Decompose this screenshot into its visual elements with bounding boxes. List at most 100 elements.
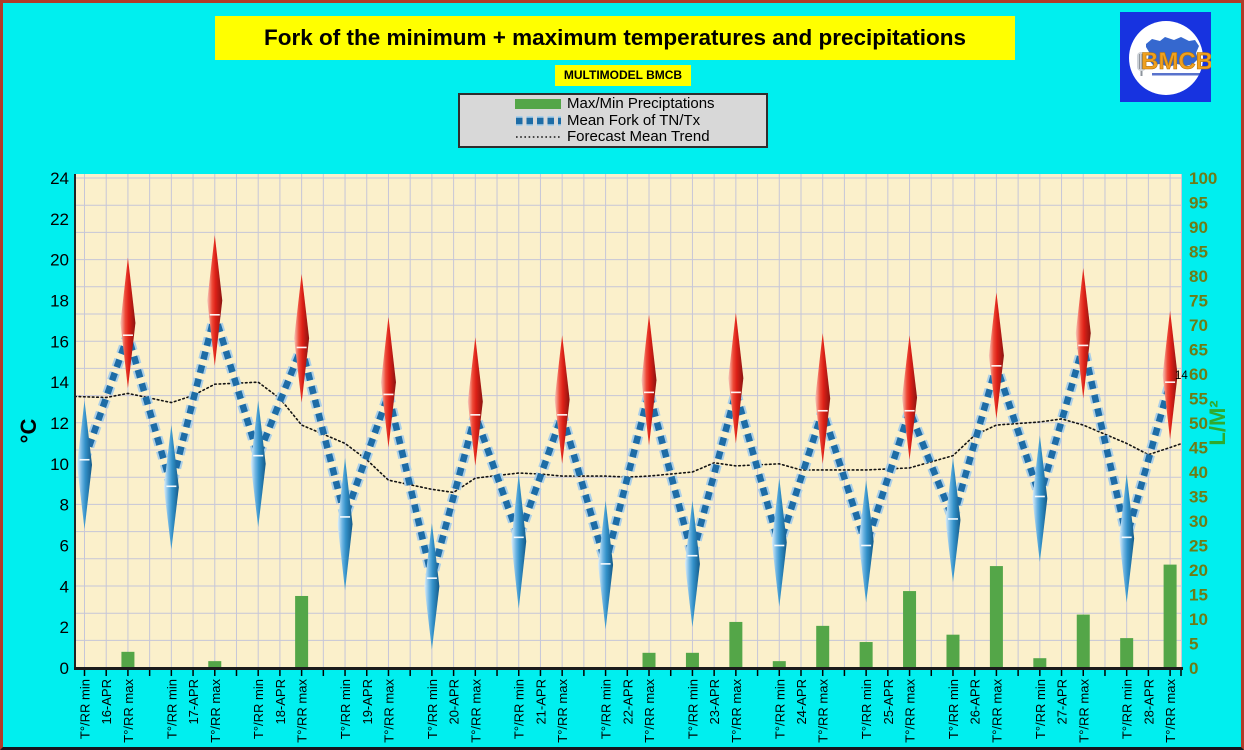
x-label-slot: T°/RR min [338, 679, 353, 739]
mean-fork-line [79, 309, 1176, 584]
x-label-slot: T°/RR max [295, 679, 310, 743]
right-axis-labels: 0 5 10 15 20 25 30 35 40 45 50 55 60 65 70 75 80 85 90 95 10… [1189, 169, 1217, 678]
x-label-slot: T°/RR max [1076, 679, 1091, 743]
max-fork-spike [554, 335, 570, 464]
temperature-spikes [77, 235, 1178, 650]
legend-item-trend: Forecast Mean Trend [460, 129, 766, 145]
legend-item-precipitations: Max/Min Preciptations [460, 95, 766, 112]
min-fork-spike [1119, 474, 1135, 603]
svg-text:15: 15 [1189, 586, 1208, 605]
svg-text:25: 25 [1189, 537, 1208, 556]
svg-text:85: 85 [1189, 243, 1208, 262]
max-fork-spike [1075, 267, 1091, 399]
x-label-slot: T°/RR max [989, 679, 1004, 743]
x-label-slot: T°/RR min [164, 679, 179, 739]
svg-text:40: 40 [1189, 463, 1208, 482]
logo-map-icon [1146, 37, 1199, 67]
svg-text:100: 100 [1189, 169, 1217, 188]
svg-text:4: 4 [60, 577, 69, 596]
x-label-date: 18-APR [273, 679, 288, 725]
svg-text:35: 35 [1189, 488, 1208, 507]
min-fork-spike [598, 500, 614, 630]
svg-text:22: 22 [50, 210, 69, 229]
svg-text:12: 12 [50, 414, 69, 433]
svg-text:55: 55 [1189, 390, 1208, 409]
precip-bar [772, 661, 786, 668]
precip-bar [816, 625, 830, 668]
x-label-slot: T°/RR max [208, 679, 223, 743]
max-fork-spike [380, 316, 396, 448]
x-label-slot: T°/RR max [642, 679, 657, 743]
x-label-slot: T°/RR max [729, 679, 744, 743]
precip-bar [903, 591, 917, 668]
x-label-date: 16-APR [99, 679, 114, 725]
svg-text:10: 10 [1189, 610, 1208, 629]
min-fork-spike [77, 400, 92, 530]
x-label-date: 21-APR [533, 679, 548, 725]
precip-bars [121, 564, 1177, 668]
data-label-annotation: 14 [1175, 370, 1188, 382]
left-axis-title: °C [16, 419, 41, 444]
legend-label: Forecast Mean Trend [567, 128, 710, 146]
precip-bar [642, 652, 656, 668]
x-label-slot: T°/RR max [816, 679, 831, 743]
svg-text:8: 8 [60, 496, 69, 515]
min-fork-spike [1032, 435, 1048, 562]
x-label-slot: T°/RR min [772, 679, 787, 739]
x-label-date: 23-APR [707, 679, 722, 725]
precip-bar [685, 652, 699, 668]
precip-bar [295, 595, 309, 668]
svg-text:65: 65 [1189, 341, 1208, 360]
logo-tagline [1152, 73, 1200, 76]
x-label-slot: T°/RR max [121, 679, 136, 743]
min-fork-spike [858, 480, 874, 603]
svg-text:14: 14 [50, 373, 69, 392]
max-fork-spike [902, 335, 918, 460]
svg-text:45: 45 [1189, 439, 1208, 458]
svg-text:95: 95 [1189, 194, 1208, 213]
svg-text:20: 20 [1189, 561, 1208, 580]
x-label-slot: T°/RR max [555, 679, 570, 743]
x-label-slot: T°/RR min [78, 679, 93, 739]
x-label-slot: T°/RR min [512, 679, 527, 739]
page-title: Fork of the minimum + maximum temperatur… [215, 16, 1015, 60]
x-label-slot: T°/RR min [685, 679, 700, 739]
blue-dashed-line-icon [515, 115, 561, 127]
svg-text:2: 2 [60, 618, 69, 637]
svg-text:80: 80 [1189, 267, 1208, 286]
precip-bar [208, 661, 222, 668]
x-label-slot: T°/RR max [468, 679, 483, 743]
precip-bar [1163, 564, 1177, 668]
precip-bar [121, 651, 135, 668]
precip-bar [989, 566, 1003, 668]
x-label-slot: T°/RR max [1163, 679, 1178, 743]
min-fork-spike [337, 457, 353, 591]
min-fork-spike [945, 457, 961, 583]
precip-bar [946, 634, 960, 668]
min-fork-spike [511, 474, 527, 609]
x-label-slot: T°/RR max [381, 679, 396, 743]
max-fork-spike [815, 333, 831, 464]
svg-text:18: 18 [50, 292, 69, 311]
svg-text:24: 24 [50, 169, 69, 188]
max-fork-spike [641, 314, 657, 446]
x-label-date: 20-APR [447, 679, 462, 725]
axes [74, 174, 1183, 676]
precip-bar [1120, 638, 1134, 668]
bmcb-logo: BMCB [1120, 12, 1213, 102]
x-label-slot: T°/RR min [425, 679, 440, 739]
svg-text:90: 90 [1189, 218, 1208, 237]
x-label-slot: T°/RR min [599, 679, 614, 739]
svg-text:60: 60 [1189, 365, 1208, 384]
svg-text:6: 6 [60, 537, 69, 556]
x-label-date: 25-APR [881, 679, 896, 725]
black-dotted-line-icon [515, 131, 561, 143]
right-axis-title: L/M² [1205, 400, 1230, 445]
svg-text:16: 16 [50, 332, 69, 351]
x-label-slot: T°/RR min [859, 679, 874, 739]
trend-line [73, 381, 1183, 494]
precip-bar [859, 642, 873, 668]
x-label-slot: T°/RR max [903, 679, 918, 743]
max-fork-spike [207, 235, 223, 366]
